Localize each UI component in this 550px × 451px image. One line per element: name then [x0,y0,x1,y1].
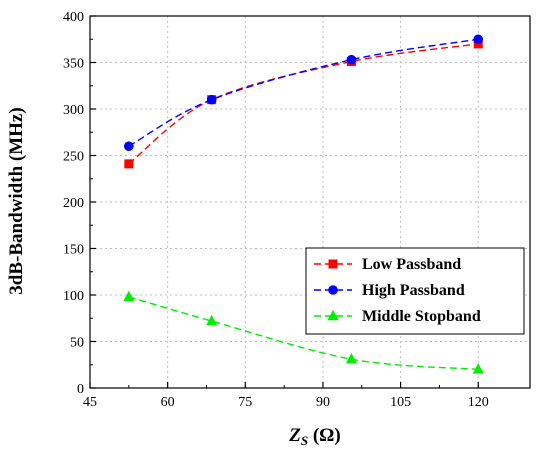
legend-label: Middle Stopband [362,308,481,325]
y-tick-label: 200 [63,196,84,211]
data-point-circle [346,54,357,65]
x-tick-label: 60 [161,395,175,410]
x-tick-label: 105 [390,395,411,410]
data-point-circle [206,94,217,105]
ticks: 45 60 75 90 105 120 0 50 100 150 200 250 300 350 400 [63,10,489,410]
data-point-square [124,159,134,169]
y-tick-label: 150 [63,243,84,258]
legend-label: High Passband [362,282,465,299]
legend-item: Low Passband [314,256,461,273]
legend-marker-circle [328,285,338,295]
y-tick-label: 350 [63,57,84,72]
legend-box [305,247,525,335]
series-line [128,296,479,371]
x-axis-title-main: Z [288,425,301,446]
legend-item: Middle Stopband [314,308,481,325]
data-point-triangle [206,314,218,326]
x-tick-label: 75 [238,395,252,410]
legend-label: Low Passband [362,256,461,273]
y-tick-label: 250 [63,150,84,165]
y-tick-label: 300 [63,103,84,118]
y-axis-title: 3dB-Bandwidth (MHz) [6,107,27,294]
series-middle-stopband [123,290,484,374]
x-tick-label: 120 [468,395,489,410]
legend-marker-square [328,259,338,269]
series-high-passband [124,34,484,151]
x-axis-title-unit: (Ω) [308,425,341,446]
x-axis-title-sub: S [301,433,308,448]
x-tick-label: 90 [316,395,330,410]
data-point-triangle [472,363,484,374]
data-point-circle [473,34,484,45]
legend-marker-triangle [327,309,339,321]
y-tick-label: 0 [77,382,84,397]
data-point-circle [124,141,134,151]
y-tick-label: 100 [63,289,84,304]
series-low-passband [124,39,483,169]
legend-item: High Passband [314,282,465,299]
legend: Low Passband High Passband Middle Stopband [305,247,525,335]
y-tick-label: 50 [70,336,84,351]
data-point-triangle [123,290,135,302]
data-point-triangle [345,352,357,364]
series-line [128,38,479,147]
series-line [128,43,479,165]
series-layer [123,34,484,374]
y-tick-label: 400 [63,10,84,25]
x-tick-label: 45 [83,395,97,410]
x-axis-title: ZS (Ω) [288,425,340,448]
